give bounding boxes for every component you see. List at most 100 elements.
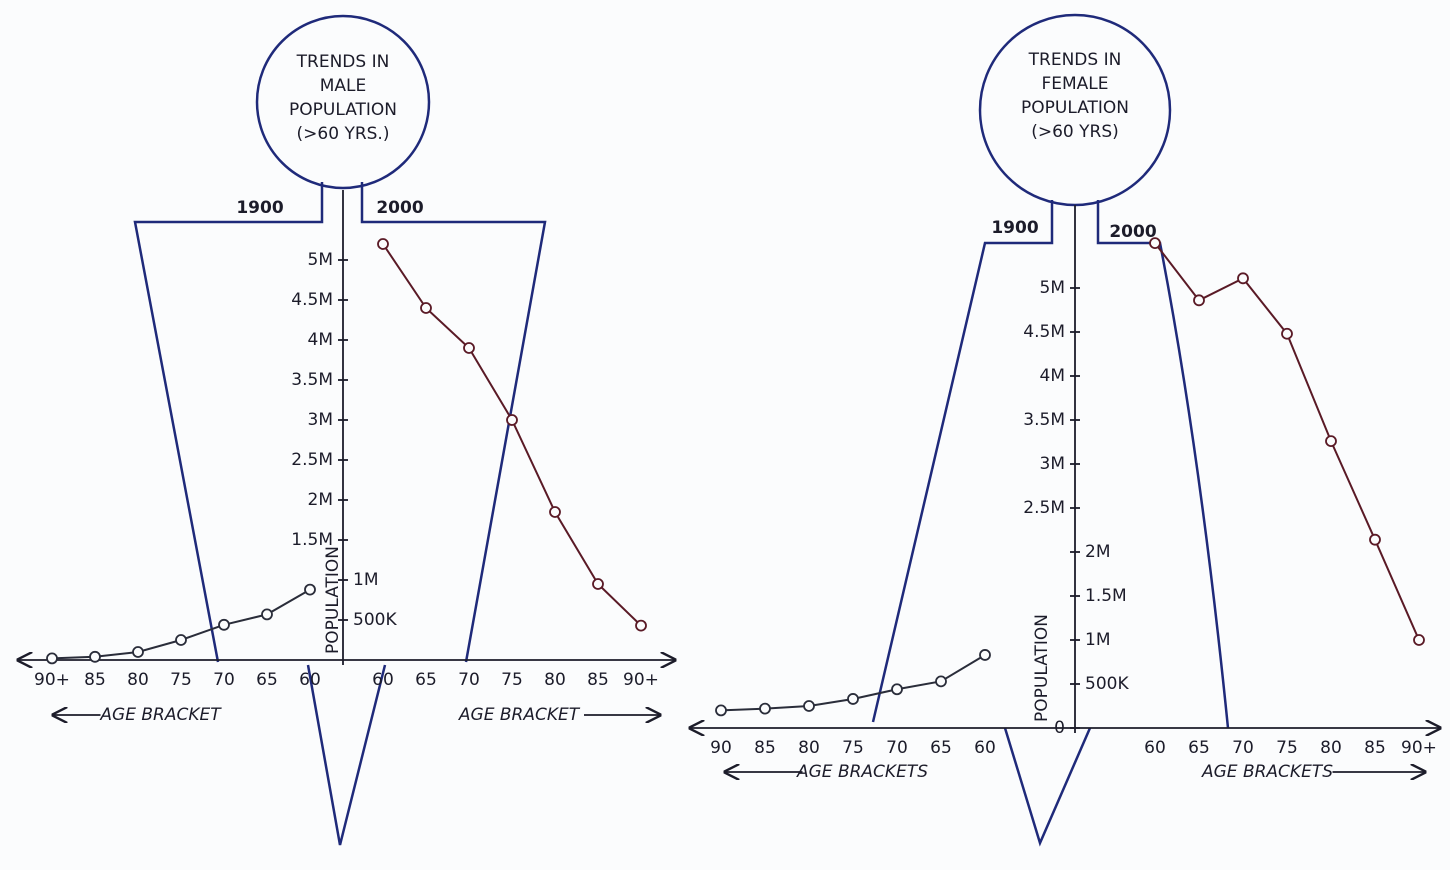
data-point	[89, 650, 101, 663]
x-tick-label: 80	[127, 670, 149, 690]
y-tick-label: 1.5M	[1085, 586, 1127, 606]
x-tick-label: 75	[1276, 738, 1298, 758]
x-tick-label: 60	[1144, 738, 1166, 758]
funnel-left	[871, 200, 1054, 723]
data-point	[377, 238, 389, 250]
data-point	[549, 506, 561, 518]
male-funnel	[133, 14, 547, 846]
x-tick-label: 85	[754, 738, 776, 758]
data-point	[1281, 327, 1293, 340]
title-circle	[255, 14, 431, 190]
x-tick-label: 90+	[1401, 738, 1437, 758]
data-point	[891, 683, 903, 696]
data-point	[132, 646, 144, 658]
chart-title: POPULATION	[289, 100, 397, 120]
y-tick-label: 3.5M	[291, 370, 333, 390]
data-point	[1237, 272, 1249, 285]
data-point	[463, 342, 475, 354]
series-line	[51, 588, 311, 660]
chart-title: MALE	[320, 76, 367, 96]
funnel-tip	[1003, 727, 1092, 847]
data-point	[261, 608, 273, 621]
x-tick-label: 80	[798, 738, 820, 758]
data-point	[803, 700, 815, 712]
y-tick-label: 2M	[1085, 542, 1110, 562]
funnel-tip	[306, 664, 387, 846]
y-tick-label: 2.5M	[291, 450, 333, 470]
y-tick-label: 3M	[1040, 454, 1065, 474]
x-tick-label: 75	[501, 670, 523, 690]
y-tick-label: 2.5M	[1023, 498, 1065, 518]
data-point	[635, 619, 647, 632]
x-tick-label: 70	[1232, 738, 1254, 758]
legend-label: 1900	[236, 198, 283, 218]
data-point	[218, 618, 230, 631]
data-point	[759, 702, 771, 715]
x-tick-label: 70	[213, 670, 235, 690]
funnel-right	[360, 182, 547, 663]
x-tick-label: 80	[544, 670, 566, 690]
x-tick-label: 90+	[34, 670, 70, 690]
legend-label: 2000	[1109, 222, 1156, 242]
x-tick-label: 70	[886, 738, 908, 758]
y-tick-label: 1M	[353, 570, 378, 590]
y-tick-label: 500K	[1085, 674, 1129, 694]
chart-title: POPULATION	[1021, 98, 1129, 118]
x-axis-label: AGE BRACKET	[99, 705, 222, 725]
y-tick-label: 1M	[1085, 630, 1110, 650]
x-axis-label: AGE BRACKETS	[796, 762, 928, 782]
x-tick-label: 60	[299, 670, 321, 690]
chart-title: TRENDS IN	[296, 52, 390, 72]
data-point	[1193, 294, 1205, 307]
y-tick-label: 4M	[308, 330, 333, 350]
data-point	[1413, 634, 1425, 646]
x-tick-label: 65	[1188, 738, 1210, 758]
y-tick-label: 0	[1054, 718, 1065, 738]
x-tick-label: 60	[974, 738, 996, 758]
y-tick-label: 5M	[1040, 278, 1065, 298]
data-point	[304, 583, 316, 596]
x-tick-label: 80	[1320, 738, 1342, 758]
x-tick-label: 85	[84, 670, 106, 690]
funnel-left	[133, 182, 324, 663]
y-tick-label: 5M	[308, 250, 333, 270]
y-tick-label: 4.5M	[1023, 322, 1065, 342]
y-tick-label: 3M	[308, 410, 333, 430]
series-line	[382, 243, 642, 627]
chart-title: FEMALE	[1041, 74, 1108, 94]
y-tick-label: 4M	[1040, 366, 1065, 386]
data-point	[935, 675, 947, 688]
data-point	[175, 634, 187, 646]
x-tick-label: 65	[256, 670, 278, 690]
x-tick-label: 70	[458, 670, 480, 690]
y-tick-label: 2M	[308, 490, 333, 510]
x-tick-label: 75	[170, 670, 192, 690]
x-tick-label: 65	[415, 670, 437, 690]
y-axis-label: POPULATION	[323, 546, 343, 654]
x-tick-label: 85	[1364, 738, 1386, 758]
data-point	[420, 302, 432, 314]
legend-label: 1900	[991, 218, 1038, 238]
x-tick-label: 90+	[623, 670, 659, 690]
data-point	[592, 578, 604, 590]
data-point	[715, 704, 727, 717]
legend-label: 2000	[376, 198, 423, 218]
data-point	[1369, 533, 1381, 546]
x-axis-label: AGE BRACKETS	[1201, 762, 1333, 782]
y-tick-label: 500K	[353, 610, 397, 630]
y-tick-label: 3.5M	[1023, 410, 1065, 430]
data-point	[1325, 435, 1337, 448]
x-tick-label: 65	[930, 738, 952, 758]
x-tick-label: 60	[372, 670, 394, 690]
data-point	[979, 649, 991, 661]
y-tick-label: 1.5M	[291, 530, 333, 550]
x-tick-label: 90	[710, 738, 732, 758]
funnel-right	[1096, 200, 1230, 729]
data-point	[847, 693, 859, 705]
data-point	[506, 414, 518, 426]
chart-title: TRENDS IN	[1028, 50, 1122, 70]
data-point	[46, 652, 58, 665]
chart-title: (>60 YRS)	[1031, 122, 1119, 142]
y-tick-label: 4.5M	[291, 290, 333, 310]
